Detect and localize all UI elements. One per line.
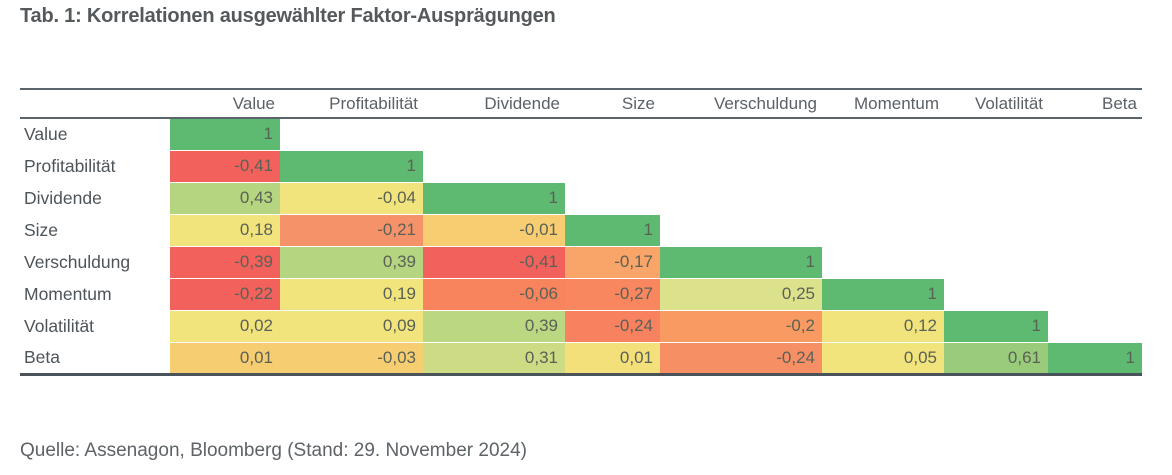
column-header: Size: [621, 93, 655, 113]
empty-cell: [660, 182, 822, 215]
empty-cell: [423, 118, 565, 151]
column-header: Verschuldung: [713, 93, 817, 113]
matrix-cell: -0,21: [280, 214, 423, 247]
empty-cell: [1048, 118, 1142, 151]
matrix-cell: 0,12: [822, 310, 944, 343]
matrix-cell: -0,22: [170, 278, 280, 311]
table-row: Profitabilität -0,41 1: [20, 150, 1142, 183]
matrix-cell: -0,04: [280, 182, 423, 215]
matrix-cell: -0,39: [170, 246, 280, 279]
column-header: Momentum: [853, 93, 939, 113]
row-header: Profitabilität: [20, 150, 170, 183]
matrix-cell: -0,17: [565, 246, 660, 279]
matrix-cell: 0,02: [170, 310, 280, 343]
table-row: Beta 0,01 -0,03 0,31 0,01 -0,24 0,05 0,61 1: [20, 342, 1142, 375]
empty-cell: [822, 214, 944, 247]
table-row: Momentum -0,22 0,19 -0,06 -0,27 0,25 1: [20, 278, 1142, 311]
empty-cell: [1048, 182, 1142, 215]
empty-cell: [565, 182, 660, 215]
empty-cell: [1048, 150, 1142, 183]
matrix-cell: -0,41: [423, 246, 565, 279]
column-header: Volatilität: [974, 93, 1043, 113]
matrix-cell: -0,27: [565, 278, 660, 311]
table-row: Dividende 0,43 -0,04 1: [20, 182, 1142, 215]
empty-cell: [423, 150, 565, 183]
column-header: Dividende: [484, 93, 560, 113]
matrix-cell: 1: [822, 278, 944, 311]
empty-cell: [1048, 310, 1142, 343]
correlation-table: Value Profitabilität Dividende Size Verschul…: [20, 88, 1142, 376]
matrix-cell: 1: [1048, 342, 1142, 375]
matrix-cell: 1: [423, 182, 565, 215]
column-header: Profitabilität: [329, 93, 418, 113]
empty-cell: [822, 246, 944, 279]
empty-cell: [944, 150, 1048, 183]
matrix-cell: 0,01: [565, 342, 660, 375]
empty-cell: [944, 182, 1048, 215]
matrix-cell: -0,03: [280, 342, 423, 375]
table-row: Volatilität 0,02 0,09 0,39 -0,24 -0,2 0,12 1: [20, 310, 1142, 343]
matrix-cell: 0,39: [423, 310, 565, 343]
empty-cell: [660, 118, 822, 151]
matrix-cell: -0,24: [660, 342, 822, 375]
column-header: Beta: [1102, 93, 1137, 113]
source-note: Quelle: Assenagon, Bloomberg (Stand: 29.…: [20, 440, 527, 461]
empty-cell: [944, 278, 1048, 311]
empty-cell: [1048, 214, 1142, 247]
empty-cell: [1048, 246, 1142, 279]
matrix-cell: 0,43: [170, 182, 280, 215]
row-header: Volatilität: [20, 310, 170, 343]
row-header: Momentum: [20, 278, 170, 311]
matrix-cell: 1: [944, 310, 1048, 343]
empty-cell: [944, 118, 1048, 151]
row-header: Size: [20, 214, 170, 247]
empty-cell: [944, 214, 1048, 247]
matrix-cell: 0,39: [280, 246, 423, 279]
matrix-cell: -0,2: [660, 310, 822, 343]
row-header: Verschuldung: [20, 246, 170, 279]
matrix-cell: 0,31: [423, 342, 565, 375]
row-header: Dividende: [20, 182, 170, 215]
row-header: Beta: [20, 342, 170, 375]
empty-cell: [280, 118, 423, 151]
empty-cell: [822, 182, 944, 215]
matrix-cell: 0,01: [170, 342, 280, 375]
header-row: Value Profitabilität Dividende Size Verschul…: [20, 89, 1142, 118]
empty-cell: [660, 150, 822, 183]
table-row: Size 0,18 -0,21 -0,01 1: [20, 214, 1142, 247]
row-header: Value: [20, 118, 170, 151]
column-header: Value: [232, 93, 275, 113]
matrix-cell: 0,19: [280, 278, 423, 311]
matrix-cell: -0,24: [565, 310, 660, 343]
empty-cell: [822, 118, 944, 151]
empty-cell: [822, 150, 944, 183]
matrix-cell: -0,01: [423, 214, 565, 247]
matrix-cell: 0,09: [280, 310, 423, 343]
matrix-cell: -0,06: [423, 278, 565, 311]
corner-cell: [20, 89, 170, 118]
table-row: Verschuldung -0,39 0,39 -0,41 -0,17 1: [20, 246, 1142, 279]
matrix-cell: 0,25: [660, 278, 822, 311]
matrix-cell: 1: [660, 246, 822, 279]
empty-cell: [1048, 278, 1142, 311]
empty-cell: [565, 118, 660, 151]
matrix-cell: 0,61: [944, 342, 1048, 375]
table-row: Value 1: [20, 118, 1142, 151]
empty-cell: [565, 150, 660, 183]
matrix-cell: 0,18: [170, 214, 280, 247]
matrix-cell: 1: [170, 118, 280, 151]
matrix-cell: 1: [565, 214, 660, 247]
matrix-cell: -0,41: [170, 150, 280, 183]
table-title: Tab. 1: Korrelationen ausgewählter Fakto…: [20, 5, 556, 27]
table-body: Value 1 Profitabilität -0,41 1 Dividende 0,43-…: [20, 118, 1142, 375]
empty-cell: [660, 214, 822, 247]
matrix-cell: 0,05: [822, 342, 944, 375]
empty-cell: [944, 246, 1048, 279]
matrix-cell: 1: [280, 150, 423, 183]
